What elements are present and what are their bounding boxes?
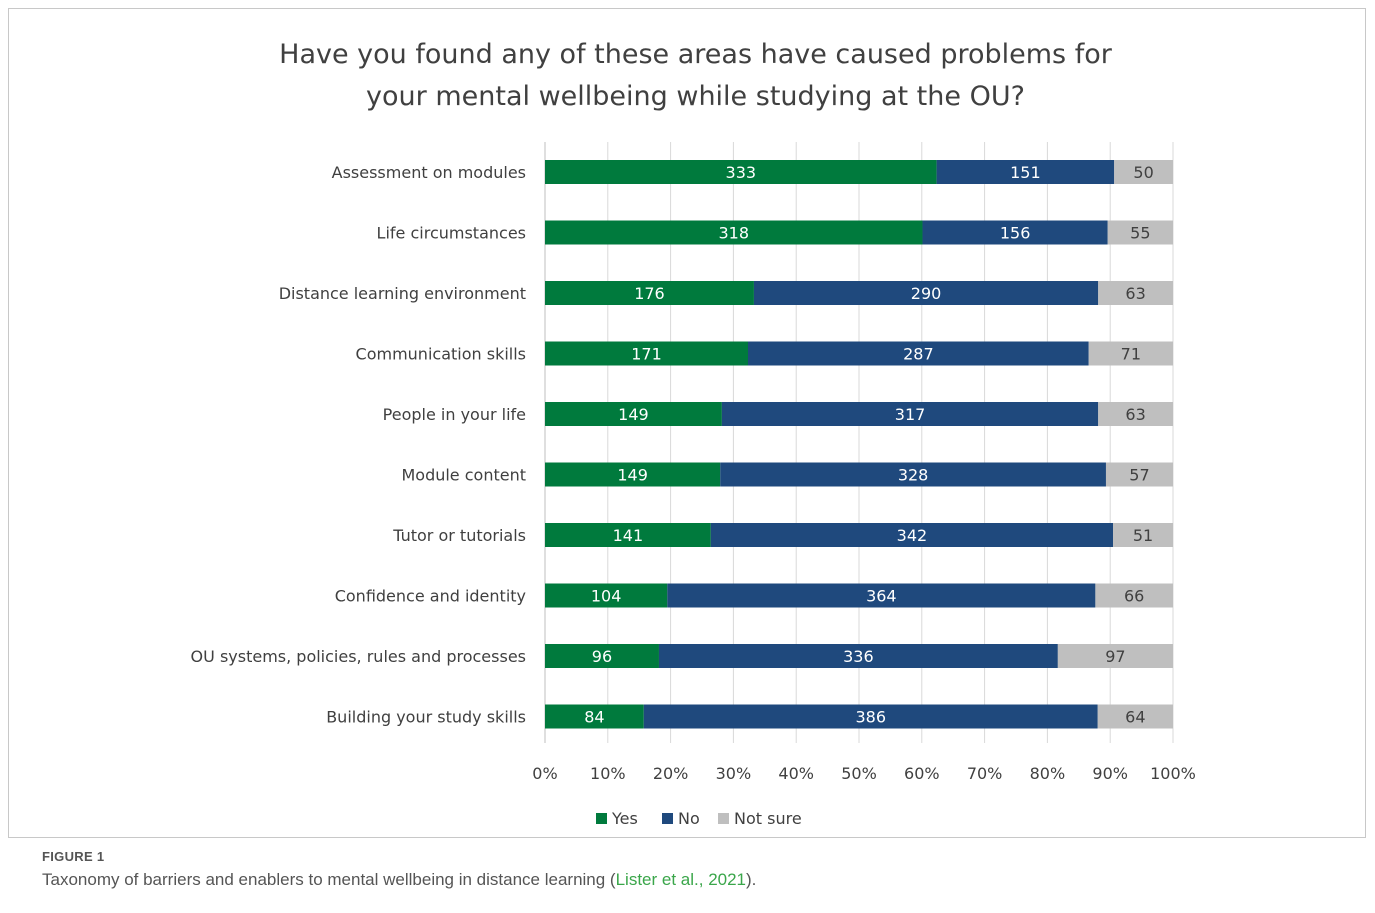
- chart-title-line-1: Have you found any of these areas have c…: [279, 39, 1112, 70]
- chart-title: Have you found any of these areas have c…: [0, 34, 1375, 118]
- x-tick-label: 30%: [716, 764, 752, 783]
- bar-segment: [658, 644, 1058, 668]
- data-label: 55: [1130, 224, 1150, 243]
- category-label: Building your study skills: [326, 708, 526, 727]
- bar-segment: [545, 341, 749, 366]
- bar-segment: [545, 462, 721, 487]
- legend-swatch: [596, 813, 607, 824]
- bar-segment: [1057, 644, 1173, 668]
- bar-segment: [1097, 704, 1173, 729]
- legend-label: Not sure: [734, 809, 802, 828]
- bar-segment: [1107, 220, 1173, 245]
- labels: 0% 10% 20% 30% 40% 50% 60% 70% 80% 90% 100% Assessm…: [191, 163, 1196, 783]
- category-label: Module content: [401, 466, 526, 485]
- data-label: 176: [634, 284, 665, 303]
- x-tick-label: 70%: [967, 764, 1003, 783]
- x-tick-label: 40%: [778, 764, 814, 783]
- bar-segment: [545, 583, 668, 608]
- caption-text: Taxonomy of barriers and enablers to men…: [42, 870, 616, 889]
- data-label: 386: [855, 708, 886, 727]
- caption-text-end: ).: [746, 870, 757, 889]
- category-label: Distance learning environment: [279, 284, 526, 303]
- data-label: 318: [718, 224, 749, 243]
- x-tick-label: 80%: [1030, 764, 1066, 783]
- data-label: 333: [726, 163, 757, 182]
- legend-label: Yes: [611, 809, 638, 828]
- data-label: 66: [1124, 587, 1144, 606]
- data-label: 63: [1125, 405, 1145, 424]
- bars: [545, 160, 1173, 729]
- bar-segment: [1098, 402, 1173, 426]
- figure-label: FIGURE 1: [42, 849, 105, 864]
- data-label: 364: [866, 587, 897, 606]
- category-label: People in your life: [383, 405, 526, 424]
- category-label: OU systems, policies, rules and processe…: [191, 647, 526, 666]
- data-label: 71: [1121, 345, 1141, 364]
- data-label: 171: [631, 345, 662, 364]
- category-label: Confidence and identity: [335, 587, 526, 606]
- legend-label: No: [678, 809, 700, 828]
- data-label: 96: [592, 647, 612, 666]
- bar-segment: [643, 704, 1098, 729]
- data-label: 336: [843, 647, 874, 666]
- data-label: 342: [897, 526, 928, 545]
- bar-segment: [1113, 523, 1173, 547]
- data-label: 57: [1129, 466, 1149, 485]
- bar-segment: [545, 402, 722, 426]
- caption-citation-link[interactable]: Lister et al., 2021: [615, 870, 747, 889]
- data-label: 141: [613, 526, 644, 545]
- data-label: 317: [895, 405, 926, 424]
- x-tick-label: 90%: [1092, 764, 1128, 783]
- data-label: 104: [591, 587, 622, 606]
- bar-segment: [753, 281, 1099, 305]
- data-label: 149: [618, 405, 649, 424]
- data-label: 290: [911, 284, 942, 303]
- data-label: 156: [1000, 224, 1031, 243]
- data-label: 149: [617, 466, 648, 485]
- data-label: 63: [1125, 284, 1145, 303]
- category-label: Tutor or tutorials: [392, 526, 526, 545]
- legend-swatch: [718, 813, 729, 824]
- data-label: 287: [903, 345, 934, 364]
- x-tick-label: 100%: [1150, 764, 1196, 783]
- data-label: 64: [1125, 708, 1145, 727]
- legend: Yes No Not sure: [596, 809, 802, 828]
- data-label: 84: [584, 708, 604, 727]
- bar-segment: [545, 704, 644, 729]
- category-label: Assessment on modules: [332, 163, 526, 182]
- legend-swatch: [662, 813, 673, 824]
- bar-segment: [1098, 281, 1173, 305]
- bar-segment: [545, 160, 937, 184]
- bar-segment: [545, 281, 754, 305]
- bar-segment: [545, 644, 659, 668]
- bar-segment: [1114, 160, 1173, 184]
- bar-segment: [936, 160, 1115, 184]
- data-label: 328: [898, 466, 929, 485]
- data-label: 51: [1133, 526, 1153, 545]
- x-tick-label: 20%: [653, 764, 689, 783]
- bar-segment: [1088, 341, 1173, 366]
- bar-segment: [545, 523, 711, 547]
- category-label: Life circumstances: [377, 224, 526, 243]
- bar-segment: [1095, 583, 1173, 608]
- x-tick-label: 60%: [904, 764, 940, 783]
- x-tick-label: 0%: [532, 764, 557, 783]
- data-label: 151: [1010, 163, 1041, 182]
- category-label: Communication skills: [356, 345, 526, 364]
- x-tick-label: 50%: [841, 764, 877, 783]
- bar-segment: [748, 341, 1089, 366]
- bar-segment: [667, 583, 1096, 608]
- stacked-bar-chart: 0% 10% 20% 30% 40% 50% 60% 70% 80% 90% 100% Assessm…: [191, 142, 1196, 828]
- bar-segment: [1105, 462, 1173, 487]
- data-label: 50: [1133, 163, 1153, 182]
- figure-caption: Taxonomy of barriers and enablers to men…: [42, 870, 756, 890]
- bar-segment: [545, 220, 923, 245]
- chart-title-line-2: your mental wellbeing while studying at …: [366, 81, 1025, 112]
- data-label: 97: [1105, 647, 1125, 666]
- bar-segment: [721, 402, 1099, 426]
- bar-segment: [710, 523, 1114, 547]
- bar-segment: [922, 220, 1108, 245]
- bar-segment: [720, 462, 1106, 487]
- x-tick-label: 10%: [590, 764, 626, 783]
